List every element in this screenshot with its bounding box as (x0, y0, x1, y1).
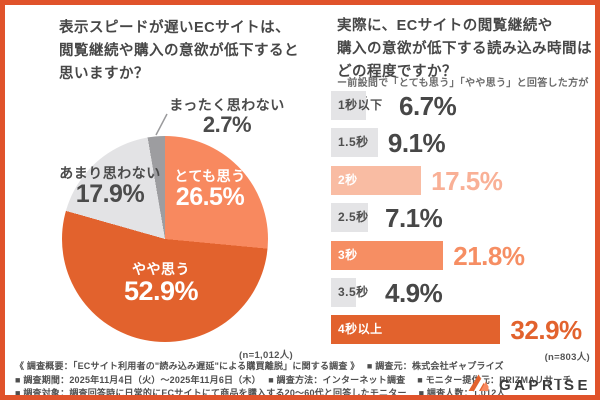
pie-chart (62, 136, 268, 342)
bar-value-label: 7.1% (385, 203, 443, 234)
bar-row: 2.5秒 7.1% (331, 203, 593, 234)
gaprise-logo-text: GAPRISE (499, 376, 592, 394)
pie-slice-name: あまり思わない (59, 165, 161, 181)
right-panel-title: 実際に、ECサイトの閲覧継続や 購入の意欲が低下する読み込み時間は どの程度です… (337, 18, 592, 80)
bar (331, 165, 422, 195)
bar-row: 1.5秒 9.1% (331, 128, 593, 159)
bar-row: 2秒 17.5% (331, 165, 593, 196)
pie-slice-label-totemo: とても思う 26.5% (150, 168, 270, 211)
bar-category-label: 4秒以上 (338, 322, 383, 337)
pie-slice-value: 2.7% (202, 112, 252, 137)
pie-slice-value: 52.9% (123, 276, 199, 306)
bar-category-label: 2秒 (338, 172, 358, 187)
bar (331, 128, 378, 158)
pie-slice-value: 17.9% (75, 180, 145, 208)
left-panel-title: 表示スピードが遅いECサイトは、 閲覧継続や購入の意欲が低下すると 思いますか？ (59, 20, 299, 82)
sample-size-note-left: (n=1,012人) (239, 350, 293, 361)
bar-row: 1秒以下 6.7% (331, 91, 593, 121)
bar-value-label: 17.5% (431, 165, 503, 196)
pie-slice-label-yaya: やや思う 52.9% (101, 261, 221, 306)
pie-slice-name: まったく思わない (169, 97, 285, 113)
gaprise-logo-mark-icon (467, 373, 490, 395)
bar-category-label: 1.5秒 (338, 135, 369, 150)
pie-slice-value: 26.5% (175, 183, 245, 211)
bar-category-label: 2.5秒 (338, 210, 369, 225)
pie-slice-name: とても思う (174, 168, 246, 184)
bar-category-label: 1秒以下 (338, 98, 383, 112)
bar-value-label: 21.8% (453, 240, 525, 271)
bar-value-label: 9.1% (387, 128, 446, 159)
footer-line-3: ■ 調査対象：調査回答時に日常的にECサイトにて商品を購入する20〜60代と回答… (15, 388, 506, 398)
footer-line-2: ■ 調査期間：2025年11月4日（火）〜2025年11月6日（木） ■ 調査方… (15, 374, 572, 385)
bar-category-label: 3秒 (338, 247, 358, 262)
footer: 《 調査概要：「ECサイト利用者の"読み込み遅延"による購買離脱」に関する調査 … (15, 360, 595, 398)
bar-value-label: 32.9% (510, 315, 582, 346)
bar-row: 4秒以上 32.9% (331, 315, 593, 346)
gaprise-logo: GAPRISE (467, 373, 592, 395)
bar-value-label: 4.9% (385, 278, 443, 308)
bar-value-label: 6.7% (399, 91, 457, 121)
footer-line-1: 《 調査概要：「ECサイト利用者の"読み込み遅延"による購買離脱」に関する調査 … (15, 361, 504, 371)
bar (331, 315, 501, 345)
bar-chart: 1秒以下 6.7% 1.5秒 9.1% 2秒 17.5% 2.5秒 7.1% 3秒 21.8% 3.… (331, 91, 593, 349)
bar (331, 240, 444, 270)
bar (331, 278, 357, 307)
pie-slice-label-mattaku: まったく思わない 2.7% (157, 97, 297, 137)
pie-slice-name: やや思う (132, 261, 190, 277)
bar-row: 3.5秒 4.9% (331, 278, 593, 308)
bar (331, 203, 368, 233)
bar-category-label: 3.5秒 (338, 285, 369, 299)
pie-slice-label-amari: あまり思わない 17.9% (40, 165, 180, 208)
bar-row: 3秒 21.8% (331, 240, 593, 271)
sample-size-note-right: (n=803人) (544, 352, 590, 363)
bar (331, 91, 366, 120)
